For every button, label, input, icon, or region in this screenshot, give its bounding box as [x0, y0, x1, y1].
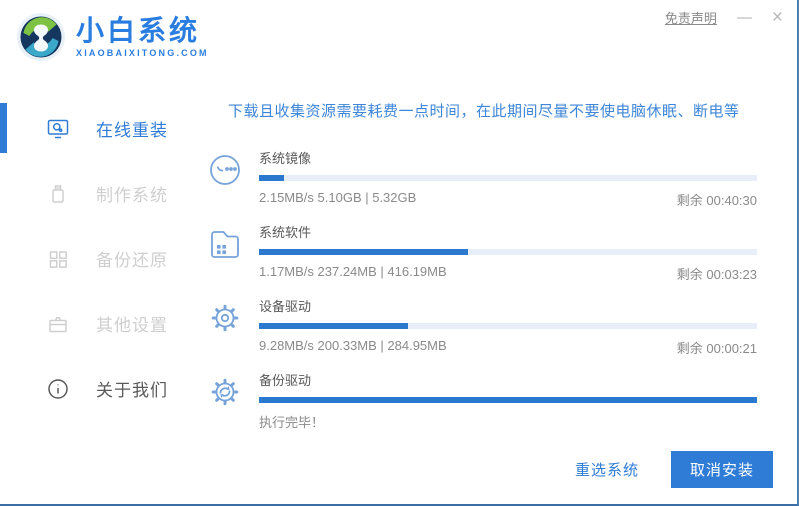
task-remaining-text: 剩余 00:00:21 [676, 341, 757, 356]
task-remaining-text: 剩余 00:03:23 [676, 267, 757, 282]
folder-grid-icon [205, 224, 245, 264]
task-list: 系统镜像 2.15MB/s 5.10GB | 5.32GB 剩余 00:40:3… [200, 148, 757, 431]
task-label: 备份驱动 [259, 373, 312, 388]
usb-drive-icon [46, 182, 70, 206]
task-label: 设备驱动 [259, 299, 312, 314]
gear-sync-icon [205, 372, 245, 412]
face-icon [205, 150, 245, 190]
sidebar-item-label: 制作系统 [96, 186, 168, 205]
sidebar-item-label: 其他设置 [96, 316, 168, 335]
progress-bar [259, 249, 757, 255]
app-logo-icon [16, 12, 66, 62]
sidebar-item-other-settings[interactable]: 其他设置 [0, 291, 200, 356]
sidebar-item-make-system[interactable]: 制作系统 [0, 161, 200, 226]
cancel-install-button[interactable]: 取消安装 [670, 451, 773, 488]
info-icon [46, 377, 70, 401]
close-button[interactable]: × [771, 7, 783, 28]
task-label: 系统软件 [259, 225, 312, 240]
sidebar-item-label: 关于我们 [96, 381, 168, 400]
sidebar: 在线重装 制作系统 备份还原 [0, 96, 200, 421]
titlebar: 免责声明 — × [665, 8, 783, 27]
progress-fill [259, 397, 757, 403]
progress-fill [259, 175, 284, 181]
sidebar-item-online-reinstall[interactable]: 在线重装 [0, 96, 200, 161]
grid-squares-icon [46, 247, 70, 271]
sidebar-item-backup-restore[interactable]: 备份还原 [0, 226, 200, 291]
gear-icon [205, 298, 245, 338]
sidebar-item-about-us[interactable]: 关于我们 [0, 356, 200, 421]
reselect-system-button[interactable]: 重选系统 [574, 462, 639, 479]
footer-actions: 重选系统 取消安装 [575, 451, 773, 488]
task-row-device-driver: 设备驱动 9.28MB/s 200.33MB | 284.95MB 剩余 00:… [200, 296, 757, 357]
task-remaining-text: 剩余 00:40:30 [676, 193, 757, 208]
task-speed-text: 1.17MB/s 237.24MB | 416.19MB [259, 264, 447, 279]
progress-bar [259, 397, 757, 403]
task-row-system-software: 系统软件 1.17MB/s 237.24MB | 416.19MB 剩余 00:… [200, 222, 757, 283]
app-subtitle: XIAOBAIXITONG.COM [76, 48, 209, 58]
task-speed-text: 执行完毕！ [259, 415, 325, 430]
disclaimer-link[interactable]: 免责声明 [664, 11, 717, 26]
task-row-backup-driver: 备份驱动 执行完毕！ [200, 370, 757, 431]
progress-fill [259, 249, 469, 255]
task-label: 系统镜像 [259, 151, 312, 166]
sidebar-item-label: 备份还原 [96, 251, 168, 270]
task-speed-text: 9.28MB/s 200.33MB | 284.95MB [259, 338, 447, 353]
download-notice-text: 下载且收集资源需要耗费一点时间，在此期间尽量不要使电脑休眠、断电等 [228, 103, 740, 120]
monitor-icon [46, 117, 70, 141]
minimize-button[interactable]: — [736, 9, 752, 26]
brand-block: 小白系统 XIAOBAIXITONG.COM [76, 15, 209, 59]
toolbox-icon [46, 312, 70, 336]
progress-fill [259, 323, 409, 329]
sidebar-item-label: 在线重装 [96, 121, 168, 140]
task-speed-text: 2.15MB/s 5.10GB | 5.32GB [259, 190, 417, 205]
app-title: 小白系统 [76, 15, 201, 46]
task-row-system-image: 系统镜像 2.15MB/s 5.10GB | 5.32GB 剩余 00:40:3… [200, 148, 757, 209]
progress-bar [259, 175, 757, 181]
progress-bar [259, 323, 757, 329]
main-panel: 下载且收集资源需要耗费一点时间，在此期间尽量不要使电脑休眠、断电等 系统镜像 [200, 102, 757, 444]
